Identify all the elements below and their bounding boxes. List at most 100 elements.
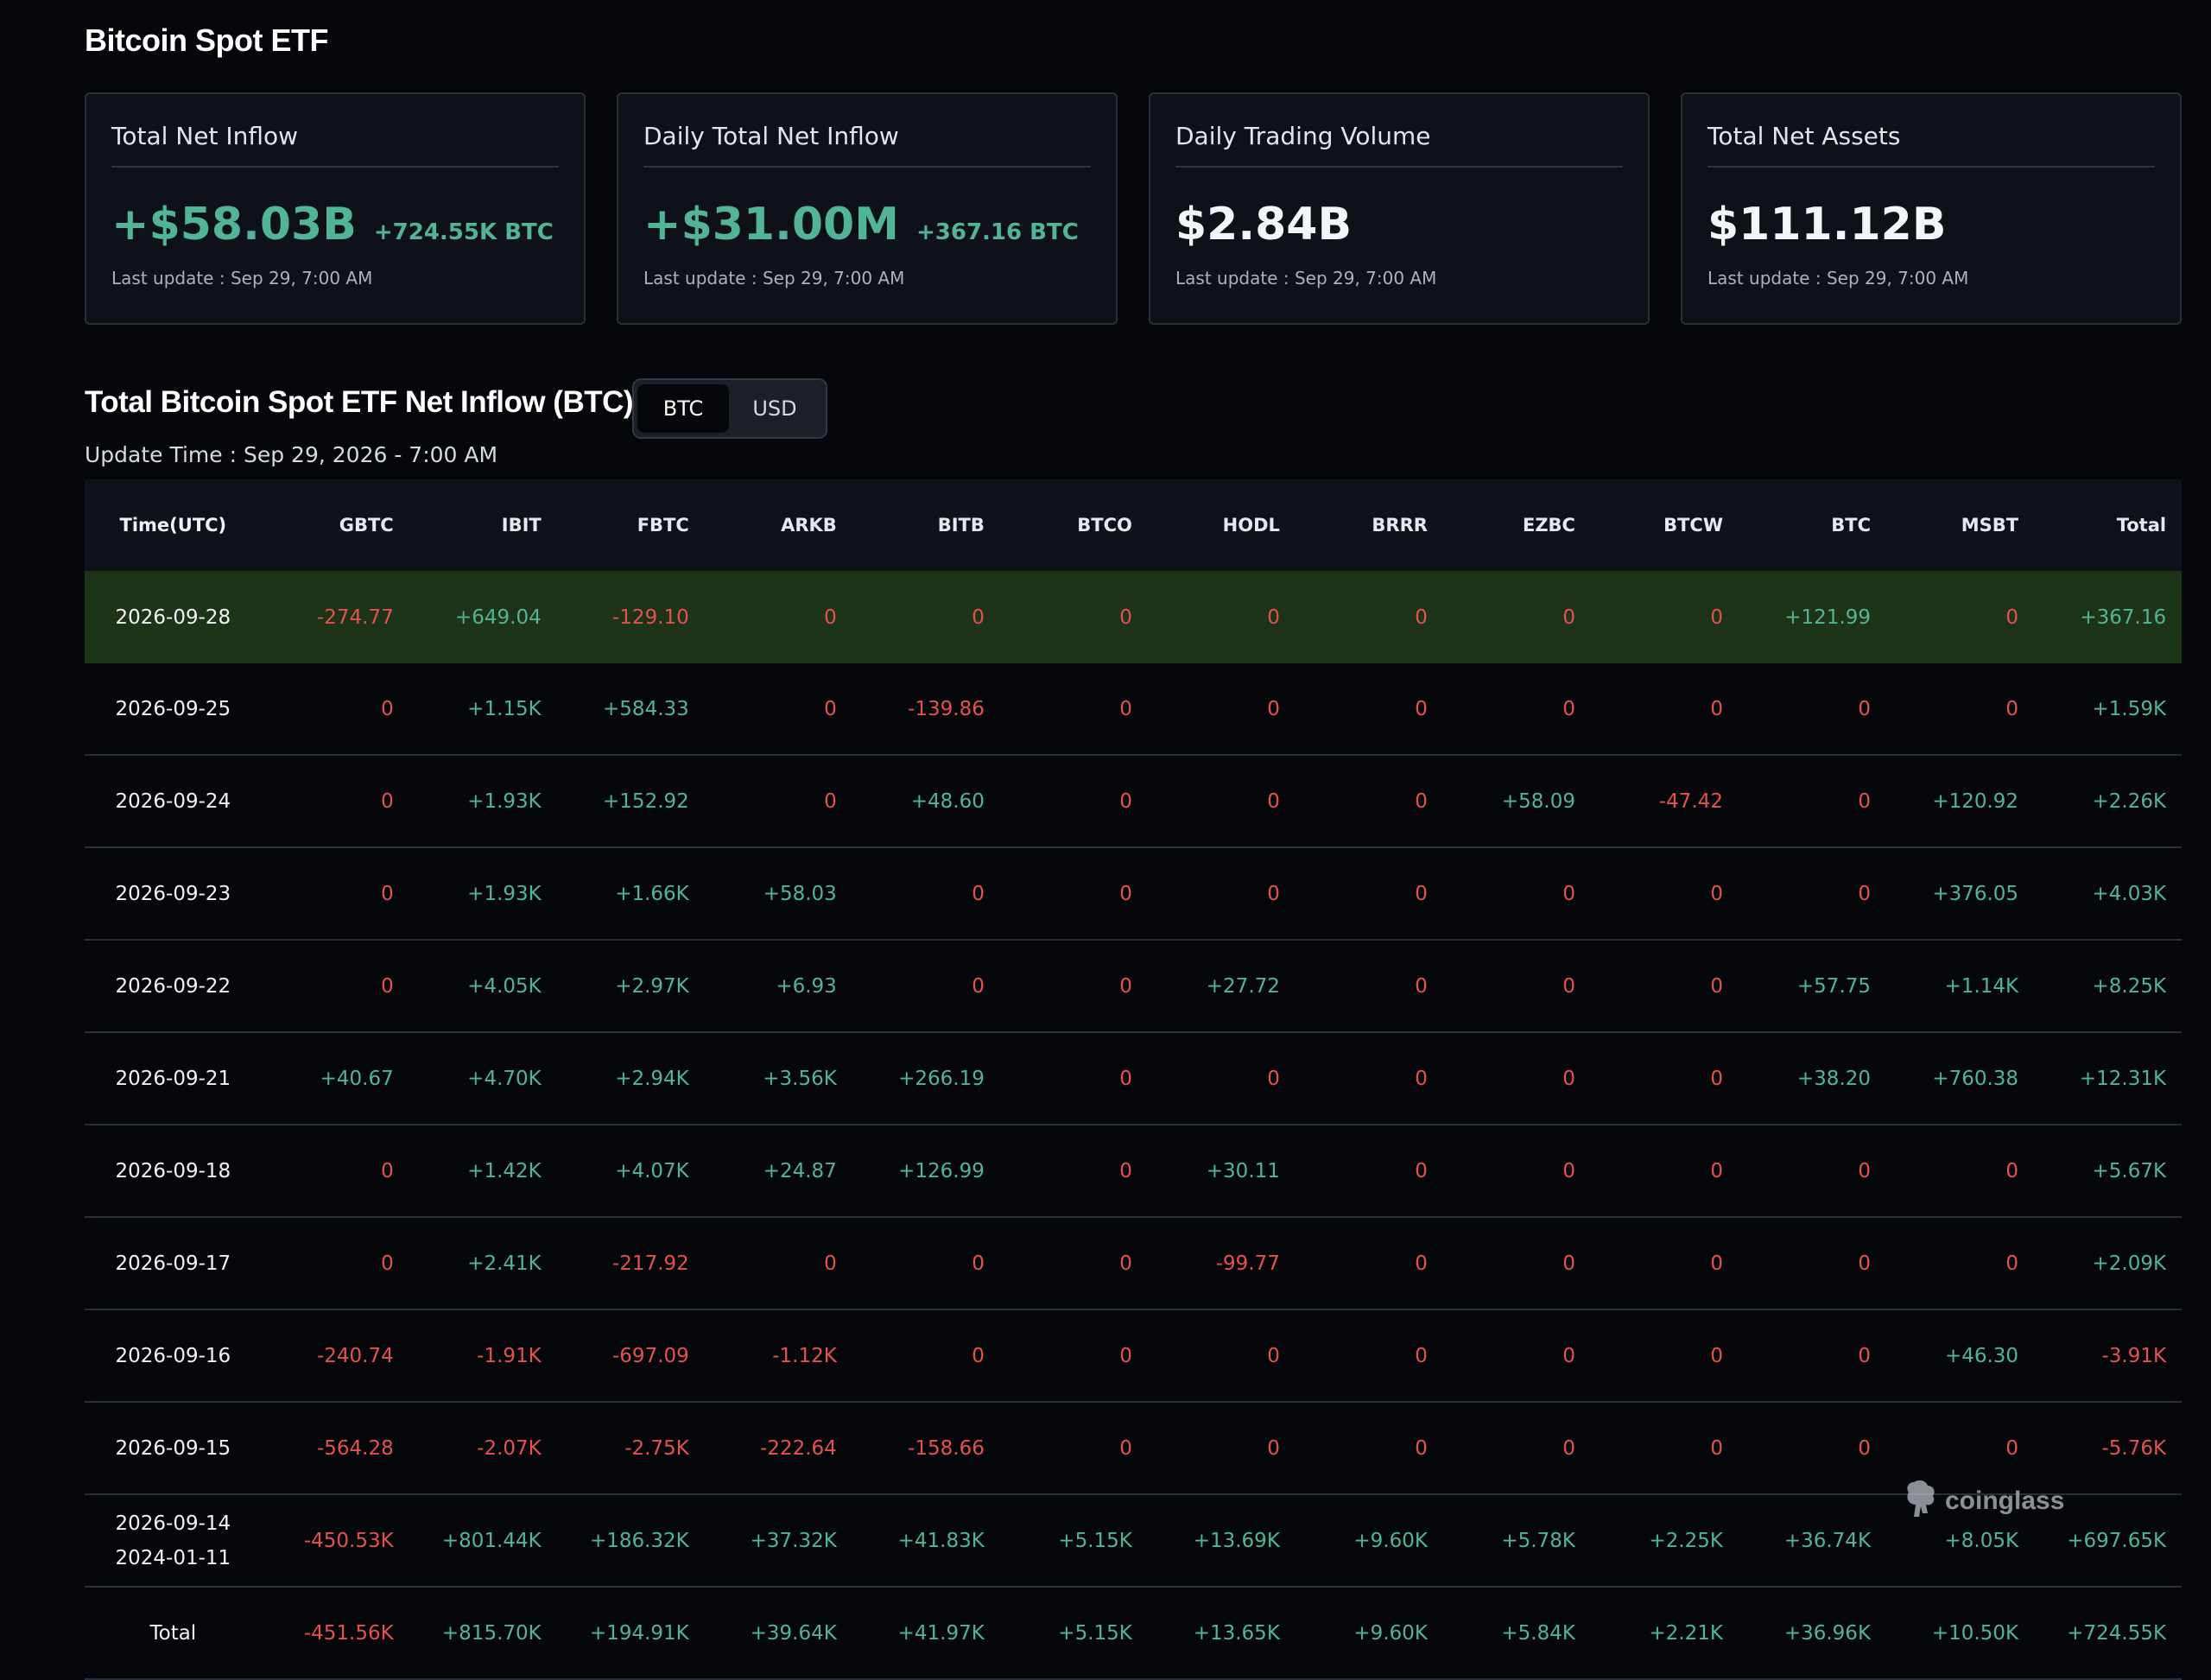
cell-btco: 0 (1119, 1067, 1132, 1090)
cell-btcw: 0 (1710, 697, 1723, 720)
cell-ezbc: 0 (1562, 882, 1575, 905)
cell-gbtc: +40.67 (320, 1067, 394, 1090)
cell-total: -5.76K (2101, 1436, 2167, 1460)
cell-btcw: -47.42 (1658, 789, 1723, 813)
cell-ezbc: +58.09 (1501, 789, 1575, 813)
cell-bitb: 0 (972, 1252, 985, 1275)
column-header-ibit[interactable]: IBIT (501, 515, 542, 536)
cell-arkb: +6.93 (776, 974, 837, 998)
column-header-btcw[interactable]: BTCW (1663, 515, 1723, 536)
cell-btcw: 0 (1710, 974, 1723, 998)
cell-fbtc: -2.75K (624, 1436, 689, 1460)
column-header-brrr[interactable]: BRRR (1372, 515, 1428, 536)
cell-brrr: 0 (1415, 1436, 1428, 1460)
cell-fbtc: +186.32K (589, 1529, 689, 1552)
cell-ibit: +1.15K (467, 697, 542, 720)
cell-btcw: 0 (1710, 605, 1723, 629)
cell-ezbc: 0 (1562, 974, 1575, 998)
card-total-net-inflow: Total Net Inflow +$58.03B +724.55K BTC L… (85, 92, 586, 325)
cell-btc: +36.96K (1783, 1621, 1872, 1645)
cell-ezbc: 0 (1562, 1344, 1575, 1367)
row-time: 2026-09-24 (85, 790, 262, 813)
column-header-bitb[interactable]: BITB (937, 515, 985, 536)
cell-ibit: +649.04 (455, 605, 542, 629)
card-subvalue: +724.55K BTC (373, 219, 554, 245)
cell-btc: +36.74K (1783, 1529, 1872, 1552)
cell-fbtc: -129.10 (612, 605, 689, 629)
card-value: $111.12B (1707, 199, 1947, 250)
cell-brrr: 0 (1415, 605, 1428, 629)
card-value: +$31.00M (643, 199, 899, 250)
cell-total: +697.65K (2067, 1529, 2167, 1552)
table-row: 2026-09-18 0 +1.42K +4.07K +24.87 +126.99 0 +30… (85, 1125, 2182, 1218)
cell-btc: 0 (1858, 789, 1872, 813)
cell-hodl: 0 (1267, 697, 1280, 720)
column-header-hodl[interactable]: HODL (1222, 515, 1280, 536)
column-header-fbtc[interactable]: FBTC (637, 515, 689, 536)
toggle-usd-button[interactable]: USD (752, 396, 797, 421)
cell-ibit: +815.70K (441, 1621, 542, 1645)
row-time-label: 2026-09-24 (115, 789, 231, 813)
column-header-ezbc[interactable]: EZBC (1522, 515, 1575, 536)
cell-total: +4.03K (2092, 882, 2167, 905)
cell-ibit: +2.41K (467, 1252, 542, 1275)
cell-bitb: -139.86 (908, 697, 985, 720)
column-header-time-utc[interactable]: Time(UTC) (119, 515, 227, 536)
cell-ibit: -1.91K (477, 1344, 542, 1367)
card-value: +$58.03B (111, 199, 357, 250)
coinglass-watermark: coinglass (1904, 1479, 2064, 1524)
cell-total: +12.31K (2079, 1067, 2167, 1090)
cell-bitb: +41.83K (897, 1529, 985, 1552)
row-time-label: 2026-09-28 (115, 605, 231, 629)
column-header-btc[interactable]: BTC (1831, 515, 1872, 536)
cell-brrr: +9.60K (1353, 1529, 1428, 1552)
cell-hodl: +30.11 (1206, 1159, 1280, 1182)
cell-total: +8.25K (2092, 974, 2167, 998)
row-time-label: 2026-09-15 (115, 1436, 231, 1460)
card-update: Last update : Sep 29, 7:00 AM (1707, 268, 1969, 288)
cell-ezbc: 0 (1562, 1159, 1575, 1182)
row-time: 2026-09-22 (85, 975, 262, 998)
column-header-btco[interactable]: BTCO (1077, 515, 1132, 536)
cell-hodl: 0 (1267, 605, 1280, 629)
cell-ibit: +1.42K (467, 1159, 542, 1182)
row-time: Total (85, 1622, 262, 1645)
toggle-btc-button[interactable]: BTC (637, 384, 729, 433)
column-header-total[interactable]: Total (2116, 515, 2167, 536)
cell-btco: 0 (1119, 974, 1132, 998)
cell-hodl: +13.65K (1193, 1621, 1280, 1645)
row-time-label: 2026-09-14 (115, 1512, 231, 1535)
cell-hodl: +27.72 (1206, 974, 1280, 998)
cell-hodl: 0 (1267, 882, 1280, 905)
cell-btc: 0 (1858, 1436, 1872, 1460)
card-daily-total-net-inflow: Daily Total Net Inflow +$31.00M +367.16 … (617, 92, 1118, 325)
cell-btc: 0 (1858, 1344, 1872, 1367)
column-header-msbt[interactable]: MSBT (1961, 515, 2019, 536)
page-title: Bitcoin Spot ETF (85, 22, 328, 58)
cell-btc: +121.99 (1784, 605, 1872, 629)
cell-gbtc: -274.77 (316, 605, 394, 629)
cell-btco: 0 (1119, 1344, 1132, 1367)
cell-gbtc: -450.53K (303, 1529, 394, 1552)
table-row: 2026-09-21 +40.67 +4.70K +2.94K +3.56K +266.1… (85, 1033, 2182, 1125)
cell-arkb: +24.87 (763, 1159, 837, 1182)
cell-hodl: 0 (1267, 789, 1280, 813)
cell-gbtc: 0 (381, 789, 394, 813)
cell-btco: 0 (1119, 1159, 1132, 1182)
cell-msbt: 0 (2005, 605, 2019, 629)
cell-brrr: +9.60K (1353, 1621, 1428, 1645)
column-header-arkb[interactable]: ARKB (781, 515, 837, 536)
cell-btcw: 0 (1710, 1344, 1723, 1367)
cell-fbtc: +194.91K (589, 1621, 689, 1645)
cell-arkb: 0 (824, 697, 837, 720)
cell-fbtc: -697.09 (612, 1344, 689, 1367)
cell-arkb: -222.64 (760, 1436, 837, 1460)
column-header-gbtc[interactable]: GBTC (339, 515, 394, 536)
coinglass-logo-icon (1904, 1479, 1938, 1524)
card-label: Total Net Inflow (111, 122, 559, 168)
cell-btc: 0 (1858, 882, 1872, 905)
cell-arkb: +39.64K (750, 1621, 837, 1645)
cell-arkb: +3.56K (763, 1067, 837, 1090)
cell-btco: 0 (1119, 1252, 1132, 1275)
table-row: 2026-09-22 0 +4.05K +2.97K +6.93 0 0 +27.72 0 0 0 +… (85, 941, 2182, 1033)
